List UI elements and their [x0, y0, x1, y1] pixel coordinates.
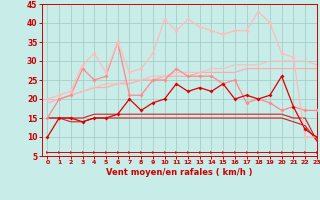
- X-axis label: Vent moyen/en rafales ( km/h ): Vent moyen/en rafales ( km/h ): [106, 168, 252, 177]
